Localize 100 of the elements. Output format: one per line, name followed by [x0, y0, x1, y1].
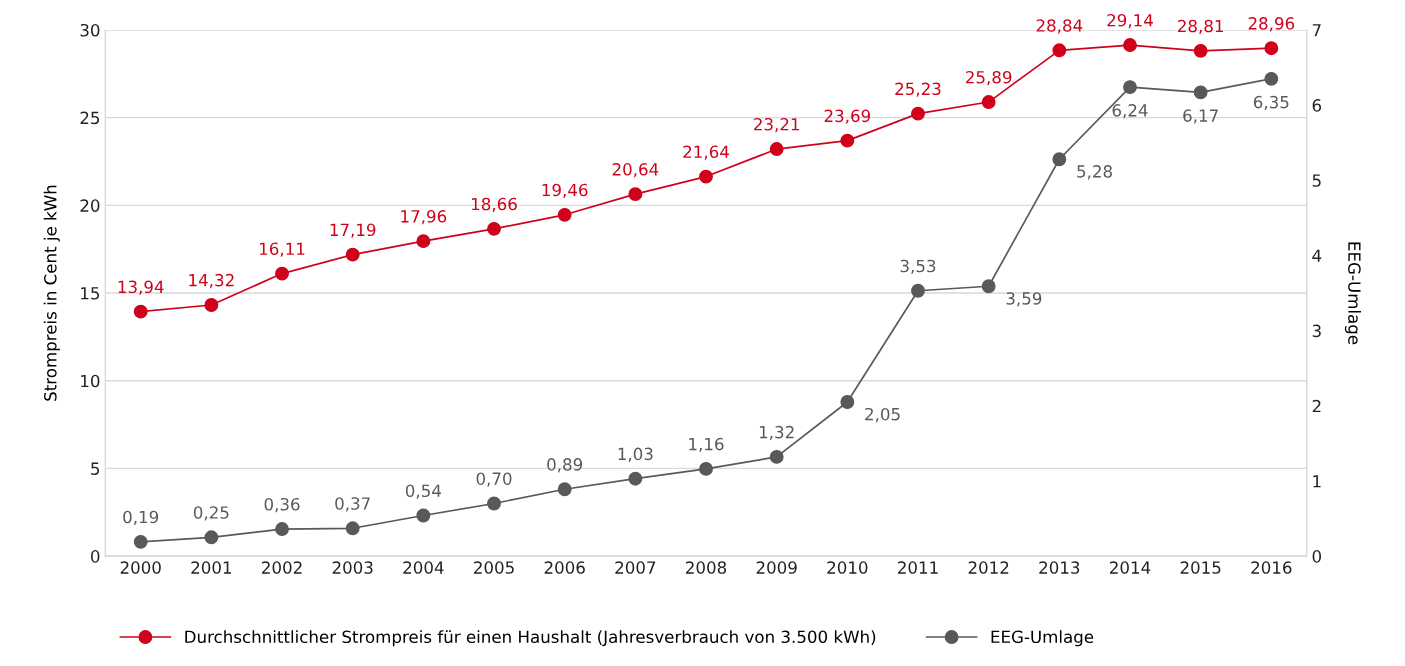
data-label: 25,23	[895, 82, 941, 97]
data-label: 1,16	[689, 437, 724, 453]
data-label: 1,32	[759, 425, 794, 441]
point	[275, 266, 289, 281]
data-label: 2,05	[865, 407, 900, 423]
y-tick-label: 30	[80, 23, 100, 37]
data-label: 28,84	[1036, 19, 1083, 34]
point	[911, 106, 925, 121]
y-tick-label: 0	[91, 550, 100, 563]
point	[204, 530, 219, 545]
y2-tick-label: 1	[1313, 475, 1321, 488]
y2-tick-label: 3	[1312, 324, 1321, 338]
point	[981, 279, 996, 294]
data-label: 0,54	[405, 484, 441, 499]
data-label: 18,66	[472, 197, 517, 213]
point	[133, 534, 148, 549]
point	[840, 133, 855, 148]
point	[345, 247, 360, 262]
legend-label: Durchschnittlicher Strompreis für einen Haushalt (Jahresverbrauch von 3.500 kWh)	[185, 630, 876, 647]
x-tick-label: 2007	[615, 561, 656, 574]
point	[911, 283, 925, 298]
point	[557, 482, 572, 497]
point	[769, 449, 784, 464]
y-tick-label: 5	[91, 462, 100, 475]
data-label: 1,03	[618, 447, 653, 462]
x-tick-label: 2010	[827, 561, 868, 574]
y-axis-title: Strompreis in Cent je kWh	[43, 185, 60, 401]
data-label: 0,70	[476, 472, 512, 487]
point	[275, 522, 289, 536]
point	[416, 508, 431, 523]
point	[699, 169, 713, 184]
x-tick-label: 2013	[1039, 561, 1080, 574]
x-tick-label: 2015	[1180, 561, 1221, 574]
point	[769, 142, 784, 156]
data-label: 3,59	[1006, 292, 1042, 307]
point	[628, 187, 643, 202]
point	[557, 207, 572, 222]
data-label: 14,32	[189, 273, 234, 289]
x-tick-label: 2011	[898, 561, 938, 574]
y2-tick-label: 0	[1312, 550, 1322, 563]
y2-tick-label: 4	[1312, 249, 1322, 262]
data-label: 16,11	[260, 242, 305, 257]
point	[1193, 43, 1208, 58]
data-label: 0,25	[193, 506, 229, 521]
x-tick-label: 2004	[403, 561, 444, 574]
x-tick-label: 2008	[686, 561, 727, 574]
x-tick-label: 2005	[474, 561, 514, 574]
point	[699, 461, 713, 476]
point	[628, 471, 643, 486]
x-tick-label: 2012	[968, 561, 1009, 574]
data-label: 6,24	[1112, 104, 1148, 119]
point	[1264, 41, 1279, 56]
data-label: 5,28	[1077, 165, 1112, 180]
point	[1052, 43, 1067, 58]
y-tick-label: 10	[81, 374, 100, 388]
y-tick-label: 25	[80, 111, 100, 125]
y2-tick-label: 6	[1312, 99, 1322, 112]
data-label: 17,96	[401, 210, 447, 225]
point	[204, 298, 219, 312]
data-label: 0,89	[547, 458, 583, 473]
point	[133, 304, 148, 319]
point	[487, 496, 501, 511]
data-label: 13,94	[118, 280, 164, 295]
data-label: 20,64	[612, 163, 659, 178]
data-label: 0,37	[335, 497, 370, 512]
data-label: 25,89	[966, 70, 1012, 86]
data-label: 0,36	[264, 497, 300, 513]
point	[416, 234, 431, 249]
x-tick-label: 2003	[332, 561, 373, 574]
data-label: 19,46	[542, 183, 588, 199]
x-tick-label: 2000	[120, 561, 161, 574]
data-label: 6,17	[1183, 109, 1218, 124]
data-label: 29,14	[1107, 13, 1153, 29]
point	[1052, 152, 1067, 167]
point	[1123, 38, 1137, 52]
data-label: 23,69	[824, 109, 871, 124]
point	[1264, 71, 1279, 86]
y-tick-label: 15	[81, 287, 100, 300]
data-label: 21,64	[683, 145, 729, 160]
y2-tick-label: 2	[1312, 399, 1321, 413]
x-tick-label: 2001	[191, 561, 232, 574]
point	[840, 395, 855, 409]
data-label: 17,19	[330, 223, 376, 238]
x-tick-label: 2014	[1110, 561, 1151, 574]
x-tick-label: 2002	[262, 561, 302, 574]
point	[487, 221, 501, 236]
x-tick-label: 2009	[756, 561, 797, 574]
data-label: 23,21	[754, 117, 799, 133]
x-tick-label: 2016	[1251, 561, 1292, 574]
point	[1123, 80, 1137, 95]
point	[981, 95, 996, 109]
data-label: 28,81	[1178, 19, 1223, 35]
x-tick-label: 2006	[544, 561, 585, 574]
y2-axis-title: EEG-Umlage	[1344, 242, 1361, 345]
y2-tick-label: 5	[1312, 174, 1321, 187]
point	[345, 521, 360, 536]
legend-label: EEG-Umlage	[991, 630, 1094, 647]
y-tick-label: 20	[80, 199, 100, 212]
point	[1193, 85, 1208, 100]
data-label: 28,96	[1248, 17, 1295, 32]
